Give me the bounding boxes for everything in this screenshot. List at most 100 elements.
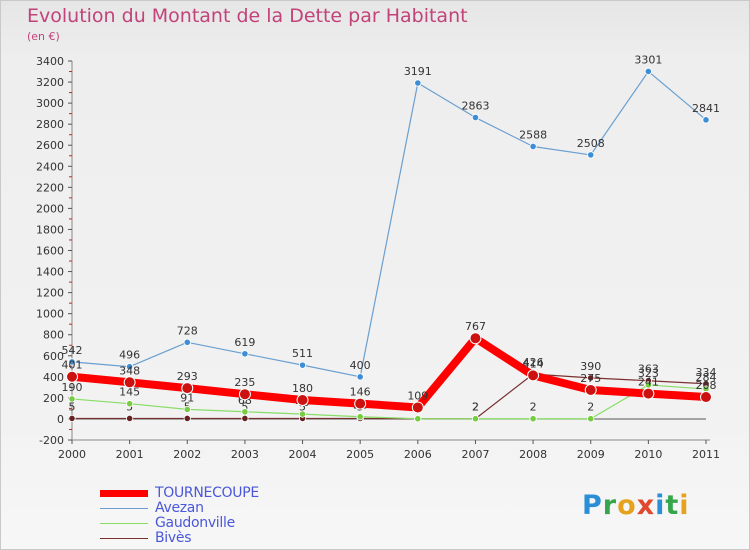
data-label-bivs-2004: 5 <box>299 400 306 413</box>
series-line-bivs <box>71 373 707 420</box>
x-tick-label-2001: 2001 <box>116 448 144 461</box>
point-avezan-2011 <box>702 116 710 124</box>
data-label-tournecoupe-2007: 767 <box>465 320 486 333</box>
y-tick-label-15: 2800 <box>36 118 64 131</box>
data-label-tournecoupe-2002: 293 <box>177 370 198 383</box>
x-tick-label-2006: 2006 <box>404 448 432 461</box>
chart-title: Evolution du Montant de la Dette par Hab… <box>27 5 468 27</box>
point-bivs-2009 <box>587 374 595 382</box>
point-avezan-2001 <box>126 363 134 371</box>
data-label-gaudonville-2001: 145 <box>119 386 140 399</box>
x-tick-label-2003: 2003 <box>231 448 259 461</box>
point-bivs-2002 <box>183 414 191 423</box>
data-label-avezan-2010: 3301 <box>634 53 662 66</box>
legend-item-gaudonville: Gaudonville <box>100 515 340 531</box>
point-tournecoupe-2008 <box>527 369 540 382</box>
point-tournecoupe-2003 <box>238 388 251 401</box>
data-label-avezan-2002: 728 <box>177 324 198 337</box>
data-label-tournecoupe-2004: 180 <box>292 382 313 395</box>
y-tick-label-9: 1600 <box>36 245 64 258</box>
point-avezan-2009 <box>587 151 595 159</box>
data-label-gaudonville-2011: 284 <box>696 371 717 384</box>
point-tournecoupe-2006 <box>411 401 424 414</box>
data-label-tournecoupe-2010: 241 <box>638 376 659 389</box>
x-tick-label-2000: 2000 <box>58 448 86 461</box>
point-gaudonville-2002 <box>183 405 191 413</box>
point-tournecoupe-2000 <box>66 370 78 383</box>
data-label-gaudonville-2010: 323 <box>638 367 659 380</box>
point-avezan-2007 <box>471 113 480 122</box>
point-bivs-2001 <box>126 414 134 423</box>
logo-letter-1: r <box>602 490 618 521</box>
point-tournecoupe-2002 <box>181 382 194 395</box>
data-label-avezan-2011: 2841 <box>692 102 720 115</box>
data-label-tournecoupe-2001: 348 <box>119 364 140 377</box>
data-label-avezan-2008: 2588 <box>519 128 547 141</box>
y-tick-label-14: 2600 <box>36 139 64 152</box>
data-label-tournecoupe-2009: 275 <box>580 372 601 385</box>
data-label-gaudonville-2007: 2 <box>472 401 479 414</box>
data-label-tournecoupe-2000: 401 <box>62 359 83 372</box>
point-gaudonville-2007 <box>471 415 480 423</box>
data-label-bivs-2003: 5 <box>241 400 248 413</box>
y-tick-label-8: 1400 <box>36 266 64 279</box>
y-tick-label-18: 3400 <box>36 55 64 68</box>
data-label-avezan-2007: 2863 <box>461 100 489 113</box>
legend-swatch-avezan <box>100 508 148 509</box>
logo-letter-4: i <box>655 490 666 521</box>
point-gaudonville-2005 <box>356 413 364 421</box>
data-label-gaudonville-2000: 190 <box>62 381 83 394</box>
point-avezan-2002 <box>183 338 191 346</box>
legend-item-avezan: Avezan <box>100 500 340 516</box>
data-label-avezan-2006: 3191 <box>404 65 432 78</box>
point-avezan-2004 <box>298 361 307 369</box>
y-tick-label-3: 400 <box>43 371 64 384</box>
logo-letter-6: i <box>679 490 690 521</box>
legend-label-tournecoupe: TOURNECOUPE <box>155 485 259 501</box>
y-tick-label-2: 200 <box>43 392 64 405</box>
point-tournecoupe-2005 <box>354 397 367 410</box>
series-line-tournecoupe <box>68 334 710 412</box>
data-label-tournecoupe-2006: 109 <box>407 389 428 402</box>
y-tick-label-12: 2200 <box>36 181 64 194</box>
data-label-bivs-2010: 363 <box>638 363 659 376</box>
point-tournecoupe-2007 <box>469 332 482 345</box>
logo-letter-5: t <box>665 490 680 521</box>
point-avezan-2008 <box>529 142 537 151</box>
data-label-avezan-2003: 619 <box>234 336 255 349</box>
point-bivs-2003 <box>241 414 249 423</box>
point-gaudonville-2004 <box>298 410 307 418</box>
point-gaudonville-2006 <box>414 415 422 423</box>
y-tick-label-1: 0 <box>57 413 64 426</box>
data-label-bivs-2007: 2 <box>472 401 479 414</box>
series-line-avezan <box>71 70 707 378</box>
legend-label-bives: Bivès <box>155 530 192 546</box>
logo-letter-2: o <box>617 490 637 521</box>
y-tick-label-4: 600 <box>43 350 64 363</box>
data-label-tournecoupe-2003: 235 <box>234 376 255 389</box>
data-label-bivs-2011: 334 <box>696 366 717 379</box>
data-label-bivs-2009: 390 <box>580 360 601 373</box>
y-tick-label-6: 1000 <box>36 308 64 321</box>
point-tournecoupe-2010 <box>642 387 655 400</box>
legend-swatch-gaudonville <box>100 523 148 524</box>
y-tick-label-10: 1800 <box>36 223 64 236</box>
x-tick-label-2011: 2011 <box>692 448 720 461</box>
logo-letter-0: P <box>582 490 603 521</box>
data-label-tournecoupe-2011: 208 <box>696 379 717 392</box>
y-tick-label-13: 2400 <box>36 160 64 173</box>
point-avezan-2010 <box>644 67 652 76</box>
point-avezan-2005 <box>356 373 364 381</box>
point-gaudonville-2003 <box>241 408 249 416</box>
point-tournecoupe-2004 <box>296 393 309 406</box>
point-gaudonville-2001 <box>126 400 134 408</box>
data-label-tournecoupe-2005: 146 <box>350 386 371 399</box>
chart-subtitle: (en €) <box>27 30 60 43</box>
x-tick-label-2004: 2004 <box>289 448 317 461</box>
x-tick-label-2010: 2010 <box>634 448 662 461</box>
y-tick-label-5: 800 <box>43 329 64 342</box>
x-tick-label-2005: 2005 <box>346 448 374 461</box>
x-tick-label-2007: 2007 <box>461 448 489 461</box>
